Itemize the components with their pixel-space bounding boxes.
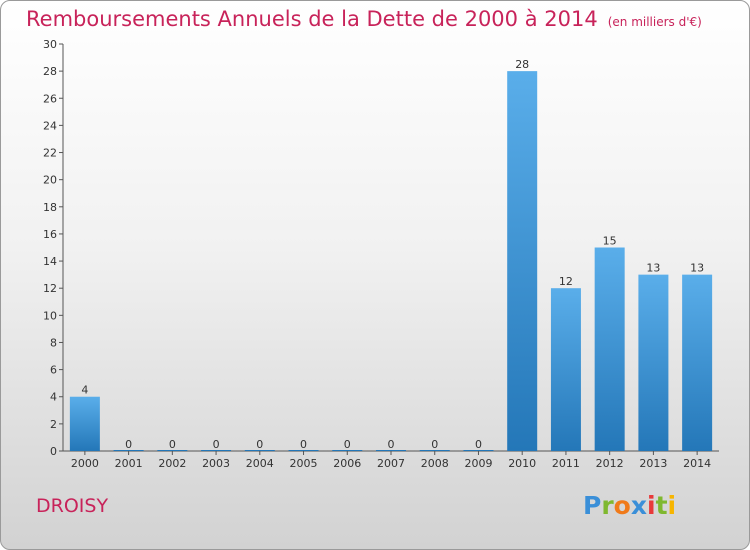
x-tick-label: 2000: [71, 457, 99, 470]
y-tick-label: 16: [43, 228, 57, 241]
bar-2009: [463, 450, 494, 451]
bars: [69, 71, 713, 451]
x-tick-label: 2013: [639, 457, 667, 470]
x-tick-label: 2007: [377, 457, 405, 470]
bar-2011: [550, 288, 581, 451]
bar-2007: [376, 450, 406, 451]
y-tick-label: 0: [50, 445, 57, 458]
chart-title: Remboursements Annuels de la Dette de 20…: [26, 7, 598, 31]
y-tick-label: 2: [50, 418, 57, 431]
bar-2002: [157, 450, 188, 451]
value-label-2000: 4: [81, 384, 88, 397]
y-tick-label: 22: [43, 147, 57, 160]
bar-2003: [201, 450, 232, 451]
bar-2012: [594, 247, 625, 451]
x-tick-label: 2005: [290, 457, 318, 470]
value-label-2011: 12: [559, 275, 573, 288]
bar-2005: [288, 450, 319, 451]
y-tick-label: 14: [43, 255, 57, 268]
x-tick-label: 2003: [202, 457, 230, 470]
commune-name: DROISY: [36, 495, 109, 517]
proxiti-logo: Proxiti: [583, 491, 677, 520]
x-tick-label: 2012: [596, 457, 624, 470]
y-tick-label: 10: [43, 309, 57, 322]
bar-2013: [638, 274, 669, 451]
x-tick-label: 2001: [115, 457, 143, 470]
value-label-2001: 0: [125, 438, 132, 451]
value-label-2002: 0: [169, 438, 176, 451]
labels: 0246810121416182022242628304200002001020…: [43, 38, 711, 470]
bar-2010: [507, 71, 538, 451]
value-label-2013: 13: [646, 262, 660, 275]
value-label-2004: 0: [256, 438, 263, 451]
y-tick-label: 4: [50, 391, 57, 404]
y-tick-label: 6: [50, 364, 57, 377]
x-tick-label: 2004: [246, 457, 274, 470]
bar-2004: [244, 450, 275, 451]
y-tick-label: 12: [43, 282, 57, 295]
value-label-2006: 0: [344, 438, 351, 451]
x-tick-label: 2010: [508, 457, 536, 470]
y-tick-label: 28: [43, 65, 57, 78]
bar-2014: [682, 274, 713, 451]
y-tick-label: 8: [50, 336, 57, 349]
x-tick-label: 2009: [464, 457, 492, 470]
x-tick-label: 2011: [552, 457, 580, 470]
y-tick-label: 18: [43, 201, 57, 214]
value-label-2014: 13: [690, 262, 704, 275]
y-tick-label: 20: [43, 174, 57, 187]
value-label-2007: 0: [388, 438, 395, 451]
value-label-2012: 15: [603, 235, 617, 248]
x-tick-label: 2014: [683, 457, 711, 470]
x-tick-label: 2002: [158, 457, 186, 470]
y-tick-label: 24: [43, 119, 57, 132]
bar-2000: [69, 396, 100, 451]
y-tick-label: 30: [43, 38, 57, 51]
bar-2008: [419, 450, 450, 451]
chart-subtitle: (en milliers d'€): [607, 15, 702, 29]
value-label-2008: 0: [431, 438, 438, 451]
value-label-2010: 28: [515, 58, 529, 71]
x-tick-label: 2006: [333, 457, 361, 470]
value-label-2003: 0: [213, 438, 220, 451]
bar-2006: [332, 450, 363, 451]
title-block: Remboursements Annuels de la Dette de 20…: [26, 7, 702, 31]
y-tick-label: 26: [43, 92, 57, 105]
bar-2001: [113, 450, 144, 451]
value-label-2009: 0: [475, 438, 482, 451]
x-tick-label: 2008: [421, 457, 449, 470]
value-label-2005: 0: [300, 438, 307, 451]
